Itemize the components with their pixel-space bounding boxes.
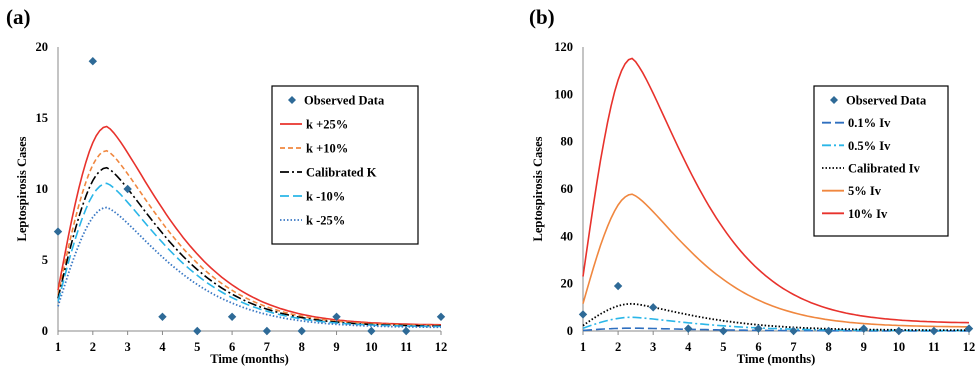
series-line-4 bbox=[582, 193, 969, 328]
x-tick-label: 6 bbox=[229, 340, 235, 354]
y-axis-title: Leptospirosis Cases bbox=[531, 136, 545, 241]
observed-point bbox=[754, 324, 763, 333]
series-line-4 bbox=[57, 182, 441, 328]
legend-observed-marker bbox=[288, 96, 296, 104]
series-line-3 bbox=[582, 302, 969, 332]
legend-label: k -10% bbox=[306, 190, 345, 204]
observed-point bbox=[894, 326, 904, 336]
observed-point bbox=[53, 227, 63, 236]
x-tick-label: 11 bbox=[400, 340, 412, 354]
x-tick-label: 10 bbox=[893, 340, 906, 354]
x-tick-label: 6 bbox=[755, 340, 761, 354]
x-axis-title: Time (months) bbox=[737, 352, 816, 366]
observed-point bbox=[88, 57, 98, 66]
observed-point bbox=[193, 326, 202, 336]
y-axis-title: Leptospirosis Cases bbox=[15, 136, 29, 241]
observed-point bbox=[262, 326, 272, 336]
x-tick-label: 12 bbox=[435, 340, 448, 354]
observed-point bbox=[227, 312, 237, 321]
x-tick-label: 8 bbox=[826, 340, 832, 354]
y-tick-label: 80 bbox=[561, 135, 574, 149]
x-tick-label: 11 bbox=[928, 340, 940, 354]
legend-label: 10% Iv bbox=[848, 207, 888, 221]
series-line-5 bbox=[57, 206, 441, 329]
observed-point bbox=[401, 326, 411, 336]
observed-point bbox=[332, 312, 341, 321]
legend-label: Observed Data bbox=[304, 94, 385, 108]
legend-label: k +10% bbox=[306, 142, 348, 156]
x-tick-label: 5 bbox=[194, 340, 200, 354]
observed-point bbox=[158, 312, 167, 321]
series-line-2 bbox=[57, 149, 441, 327]
y-tick-label: 20 bbox=[561, 277, 574, 291]
observed-point bbox=[719, 326, 728, 336]
y-tick-label: 100 bbox=[554, 87, 573, 101]
x-tick-label: 3 bbox=[125, 340, 131, 354]
x-tick-label: 2 bbox=[90, 340, 96, 354]
x-tick-label: 7 bbox=[264, 340, 270, 354]
observed-point bbox=[648, 303, 658, 312]
legend-label: Calibrated K bbox=[306, 166, 377, 180]
observed-point bbox=[964, 324, 974, 333]
legend-box bbox=[813, 85, 949, 237]
x-tick-label: 4 bbox=[159, 340, 166, 354]
observed-point bbox=[436, 312, 446, 321]
panel-label: (b) bbox=[529, 5, 555, 29]
y-tick-label: 60 bbox=[561, 182, 574, 196]
observed-point bbox=[789, 326, 798, 336]
x-tick-label: 10 bbox=[365, 340, 378, 354]
y-tick-label: 20 bbox=[36, 40, 49, 54]
x-tick-label: 3 bbox=[650, 340, 656, 354]
x-tick-label: 7 bbox=[790, 340, 796, 354]
x-tick-label: 2 bbox=[615, 340, 621, 354]
observed-point bbox=[578, 310, 588, 319]
legend-label: k +25% bbox=[306, 118, 348, 132]
x-tick-label: 8 bbox=[299, 340, 305, 354]
x-tick-label: 5 bbox=[720, 340, 726, 354]
panel-label: (a) bbox=[6, 5, 31, 29]
y-tick-label: 120 bbox=[554, 40, 573, 54]
y-tick-label: 0 bbox=[42, 324, 48, 338]
x-tick-label: 9 bbox=[861, 340, 867, 354]
x-tick-label: 4 bbox=[685, 340, 692, 354]
legend-label: 5% Iv bbox=[848, 184, 882, 198]
y-tick-label: 15 bbox=[36, 111, 49, 125]
legend-label: Observed Data bbox=[846, 94, 927, 108]
x-tick-label: 1 bbox=[580, 340, 586, 354]
legend-observed-marker bbox=[830, 96, 838, 104]
observed-point bbox=[824, 326, 833, 336]
y-tick-label: 40 bbox=[561, 229, 574, 243]
observed-point bbox=[859, 324, 868, 333]
y-tick-label: 10 bbox=[36, 182, 49, 196]
series-line-1 bbox=[57, 125, 442, 326]
observed-point bbox=[297, 326, 306, 336]
observed-point bbox=[613, 281, 623, 291]
legend-label: 0.5% Iv bbox=[848, 139, 891, 153]
x-tick-label: 1 bbox=[55, 340, 61, 354]
x-tick-label: 9 bbox=[333, 340, 339, 354]
y-tick-label: 5 bbox=[42, 253, 48, 267]
legend-label: 0.1% Iv bbox=[848, 116, 891, 130]
legend-label: k -25% bbox=[306, 214, 345, 228]
observed-point bbox=[123, 184, 132, 194]
observed-point bbox=[367, 326, 376, 336]
x-tick-label: 12 bbox=[963, 340, 976, 354]
legend-box bbox=[271, 85, 419, 245]
observed-point bbox=[929, 326, 939, 336]
series-line-5 bbox=[582, 57, 970, 324]
legend-label: Calibrated Iv bbox=[848, 162, 921, 176]
observed-point bbox=[684, 324, 693, 333]
y-tick-label: 0 bbox=[567, 324, 573, 338]
x-axis-title: Time (months) bbox=[210, 352, 289, 366]
